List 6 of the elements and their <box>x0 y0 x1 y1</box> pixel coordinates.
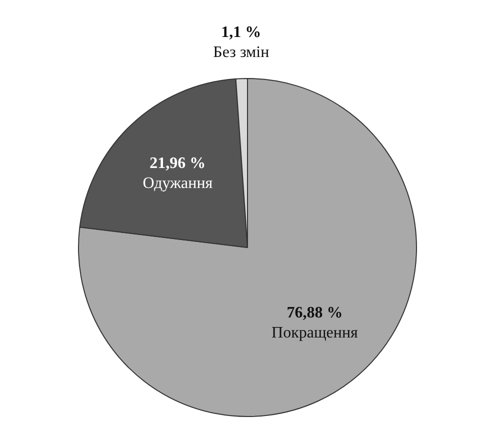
slice-label: Без змін <box>213 44 270 61</box>
data-label: 1,1 % <box>221 24 262 41</box>
data-label: 76,88 % <box>286 304 343 322</box>
data-label: 21,96 % <box>150 155 206 172</box>
slice-label: Одужання <box>142 175 214 192</box>
slice-label: Покращення <box>272 324 359 342</box>
